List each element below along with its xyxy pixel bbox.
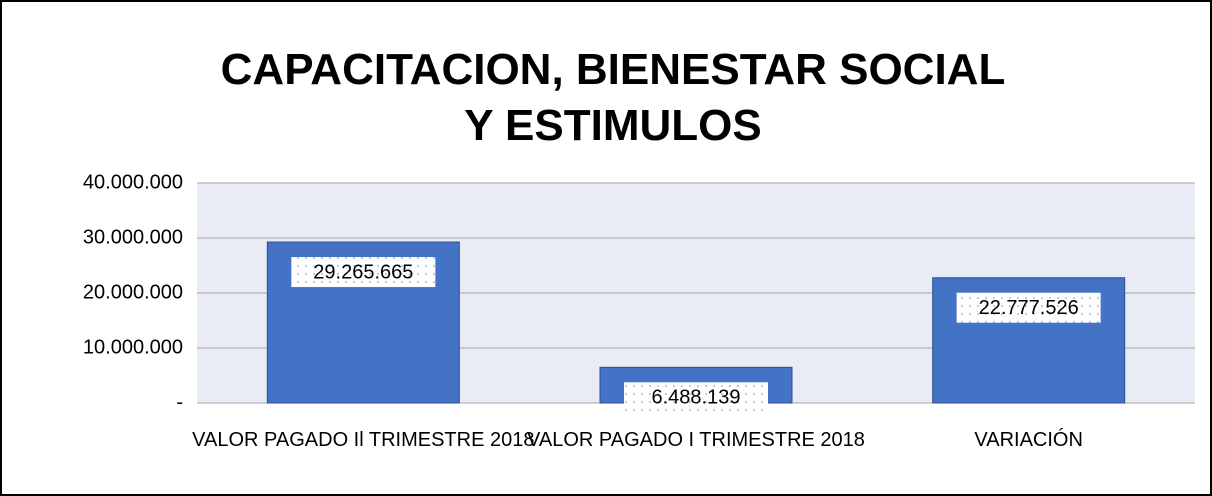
- x-tick-label: VALOR PAGADO I TRIMESTRE 2018: [527, 429, 865, 451]
- y-tick-label: 40.000.000: [83, 171, 183, 193]
- y-tick-label: 30.000.000: [83, 226, 183, 248]
- y-tick-label: -: [176, 391, 183, 413]
- data-label: 22.777.526: [979, 297, 1079, 319]
- chart-title: CAPACITACION, BIENESTAR SOCIAL Y ESTIMUL…: [220, 45, 1006, 150]
- data-label-box: [956, 292, 1101, 323]
- data-label-box: [624, 382, 768, 413]
- data-label-box: [291, 257, 436, 288]
- y-tick-label: 20.000.000: [83, 281, 183, 303]
- y-tick-label: 10.000.000: [83, 336, 183, 358]
- data-label: 6.488.139: [652, 387, 741, 409]
- data-label: 29.265.665: [313, 261, 413, 283]
- x-tick-label: VARIACIÓN: [974, 429, 1083, 451]
- x-tick-label: VALOR PAGADO Il TRIMESTRE 2018: [192, 429, 535, 451]
